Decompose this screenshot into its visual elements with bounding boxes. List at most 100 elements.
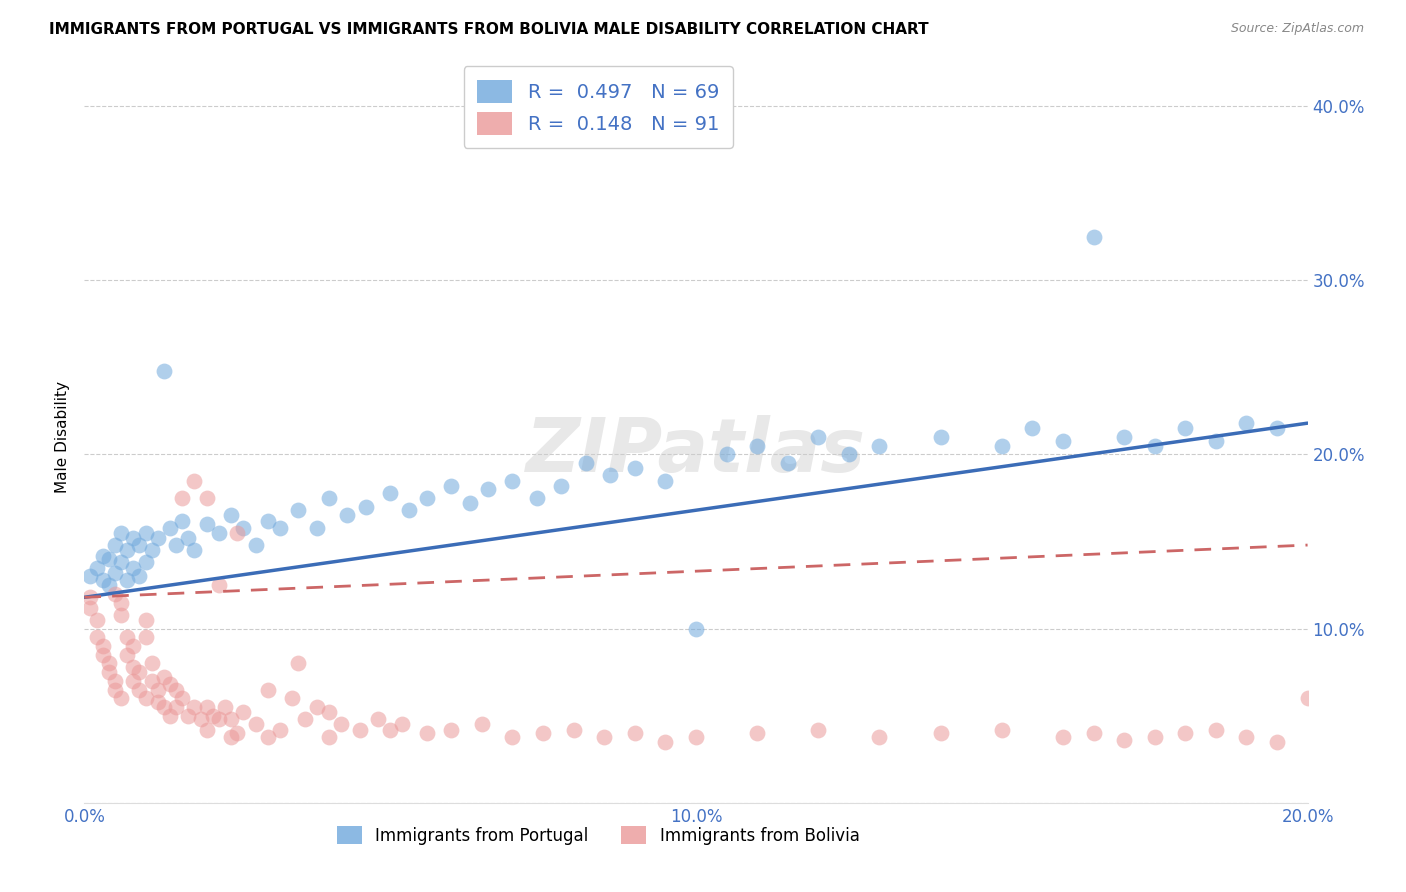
Point [208, 578, 231, 592]
Point [269, 723, 291, 737]
Point [135, 556, 157, 570]
Point [1236, 730, 1258, 744]
Y-axis label: Male Disability: Male Disability [55, 381, 70, 493]
Point [391, 717, 413, 731]
Point [776, 456, 799, 470]
Point [195, 700, 218, 714]
Point [416, 491, 439, 505]
Point [165, 700, 187, 714]
Point [336, 508, 359, 523]
Point [502, 730, 524, 744]
Point [257, 514, 280, 528]
Point [1052, 730, 1074, 744]
Point [1143, 439, 1166, 453]
Point [281, 691, 304, 706]
Point [110, 691, 132, 706]
Point [1083, 229, 1105, 244]
Point [135, 691, 157, 706]
Point [110, 556, 132, 570]
Point [550, 479, 572, 493]
Point [1143, 730, 1166, 744]
Point [128, 569, 150, 583]
Point [1205, 723, 1227, 737]
Point [1114, 430, 1136, 444]
Point [165, 682, 187, 697]
Point [807, 430, 830, 444]
Point [86, 560, 108, 574]
Point [122, 673, 145, 688]
Point [104, 682, 127, 697]
Point [177, 708, 200, 723]
Point [1021, 421, 1043, 435]
Point [195, 491, 218, 505]
Point [172, 691, 194, 706]
Point [807, 723, 830, 737]
Point [257, 730, 280, 744]
Point [122, 531, 145, 545]
Point [128, 538, 150, 552]
Point [1174, 421, 1197, 435]
Point [477, 483, 499, 497]
Point [122, 639, 145, 653]
Point [177, 531, 200, 545]
Point [747, 726, 769, 740]
Point [201, 708, 224, 723]
Point [398, 503, 420, 517]
Point [747, 439, 769, 453]
Point [115, 648, 138, 662]
Point [1296, 691, 1319, 706]
Point [575, 456, 598, 470]
Point [458, 496, 481, 510]
Legend: Immigrants from Portugal, Immigrants from Bolivia: Immigrants from Portugal, Immigrants fro… [328, 818, 868, 853]
Point [146, 531, 169, 545]
Point [1265, 421, 1288, 435]
Point [110, 607, 132, 622]
Point [294, 712, 316, 726]
Point [257, 682, 280, 697]
Point [208, 525, 231, 540]
Point [104, 566, 127, 580]
Point [929, 430, 952, 444]
Point [146, 682, 169, 697]
Point [440, 479, 463, 493]
Point [232, 705, 254, 719]
Point [1114, 733, 1136, 747]
Point [380, 485, 402, 500]
Point [115, 631, 138, 645]
Point [104, 538, 127, 552]
Point [79, 591, 101, 605]
Point [141, 673, 163, 688]
Point [593, 730, 616, 744]
Point [226, 525, 249, 540]
Point [135, 613, 157, 627]
Point [685, 730, 707, 744]
Point [97, 552, 120, 566]
Point [599, 468, 621, 483]
Point [929, 726, 952, 740]
Point [104, 587, 127, 601]
Point [141, 543, 163, 558]
Point [318, 705, 340, 719]
Point [716, 448, 738, 462]
Point [159, 708, 181, 723]
Point [562, 723, 585, 737]
Point [685, 622, 707, 636]
Point [1052, 434, 1074, 448]
Point [654, 474, 676, 488]
Point [219, 712, 242, 726]
Point [214, 700, 236, 714]
Point [330, 717, 353, 731]
Point [991, 439, 1014, 453]
Point [624, 726, 647, 740]
Point [1174, 726, 1197, 740]
Point [226, 726, 249, 740]
Point [380, 723, 402, 737]
Text: ZIPatlas: ZIPatlas [526, 415, 866, 488]
Point [172, 491, 194, 505]
Point [245, 538, 267, 552]
Point [153, 670, 176, 684]
Point [79, 600, 101, 615]
Point [624, 461, 647, 475]
Point [91, 648, 114, 662]
Point [79, 569, 101, 583]
